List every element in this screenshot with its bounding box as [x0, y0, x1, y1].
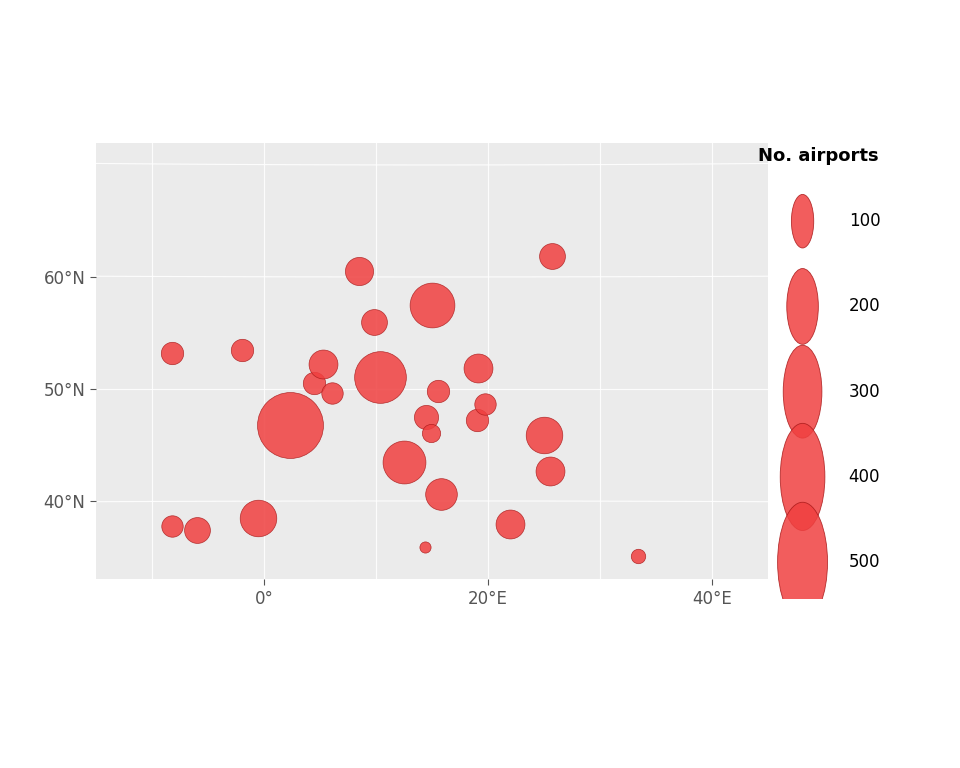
Circle shape — [778, 502, 828, 622]
Point — [306, 377, 322, 389]
Point — [189, 524, 204, 536]
Point — [541, 465, 557, 477]
Circle shape — [780, 423, 825, 531]
Point — [503, 518, 518, 531]
Text: 400: 400 — [849, 468, 880, 486]
Point — [424, 299, 440, 311]
Point — [430, 385, 445, 397]
Point — [164, 519, 180, 531]
Point — [477, 397, 492, 409]
Point — [433, 488, 448, 501]
Point — [418, 541, 433, 553]
Point — [537, 429, 552, 441]
Point — [544, 250, 560, 262]
Point — [419, 411, 434, 423]
Text: 200: 200 — [849, 297, 880, 316]
Text: 500: 500 — [849, 553, 880, 571]
Point — [251, 511, 266, 524]
Circle shape — [783, 346, 822, 438]
Text: No. airports: No. airports — [758, 147, 879, 165]
Point — [234, 343, 250, 356]
Point — [469, 414, 485, 426]
Point — [282, 419, 298, 431]
Point — [316, 358, 331, 370]
Point — [423, 426, 439, 439]
Circle shape — [787, 269, 818, 344]
Text: 300: 300 — [849, 382, 880, 401]
Point — [396, 455, 412, 468]
Point — [372, 370, 388, 382]
Point — [324, 387, 340, 399]
Point — [470, 362, 486, 374]
Point — [366, 316, 381, 328]
Point — [164, 347, 180, 359]
Text: 100: 100 — [849, 212, 880, 230]
Point — [351, 265, 367, 277]
Point — [631, 550, 646, 562]
Circle shape — [791, 194, 814, 248]
